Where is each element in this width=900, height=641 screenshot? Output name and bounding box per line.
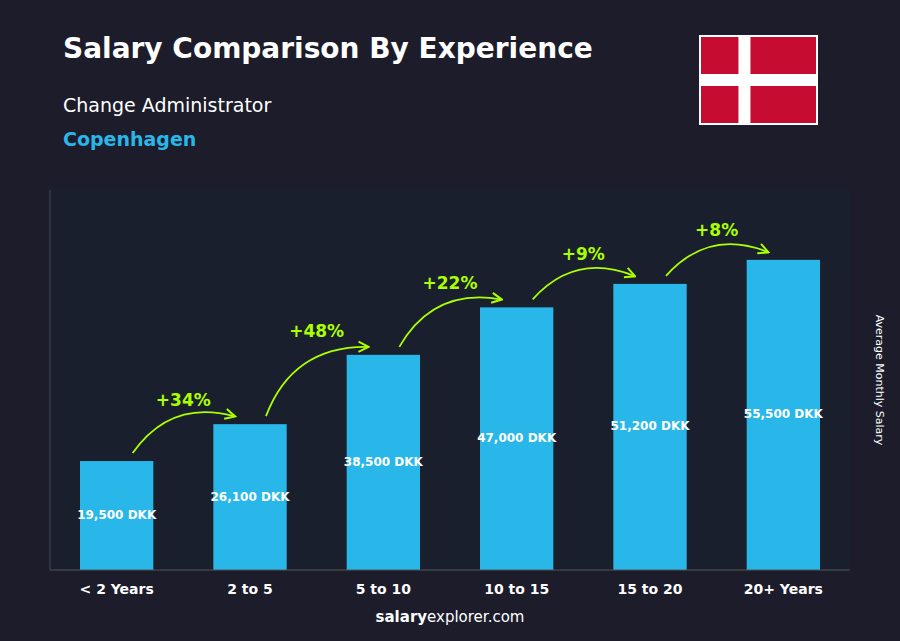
change-label: +22% (423, 273, 478, 293)
y-axis-label: Average Monthly Salary (873, 315, 886, 446)
flag-field (700, 36, 817, 124)
data-label: 47,000 DKK (477, 431, 557, 445)
change-label: +9% (562, 244, 605, 264)
data-label: 55,500 DKK (744, 407, 824, 421)
data-label: 26,100 DKK (210, 490, 290, 504)
x-axis-line (50, 570, 850, 571)
change-label: +34% (156, 390, 211, 410)
background (0, 0, 900, 641)
change-arrow (666, 244, 767, 276)
x-tick-label: < 2 Years (80, 581, 154, 597)
footer-normal: explorer.com (427, 608, 524, 626)
flag (700, 36, 817, 124)
bars (80, 260, 820, 570)
data-label: 19,500 DKK (77, 508, 157, 522)
change-arrow (399, 297, 500, 346)
data-label: 51,200 DKK (610, 419, 690, 433)
change-label: +8% (695, 220, 738, 240)
x-tick-label: 10 to 15 (484, 581, 549, 597)
plot-area (50, 190, 850, 570)
change-label: +48% (289, 321, 344, 341)
y-axis-line (50, 190, 51, 570)
title: Salary Comparison By Experience (63, 32, 593, 65)
footer: salaryexplorer.com (376, 608, 525, 626)
chart: Salary Comparison By Experience Change Ad… (0, 0, 900, 641)
subtitle: Change Administrator (63, 94, 271, 116)
footer-bold: salary (376, 608, 428, 626)
flag-cross (700, 74, 817, 86)
x-tick-label: 15 to 20 (617, 581, 682, 597)
x-tick-label: 20+ Years (744, 581, 823, 597)
change-arrow (133, 412, 234, 453)
change-arrows: +34% +48% +22% +9% +8% (133, 220, 768, 453)
change-arrow (533, 268, 634, 299)
data-label: 38,500 DKK (344, 455, 424, 469)
subtitle: Copenhagen (63, 128, 196, 150)
change-arrow (266, 347, 367, 416)
x-tick-label: 5 to 10 (356, 581, 412, 597)
x-tick-label: 2 to 5 (227, 581, 273, 597)
